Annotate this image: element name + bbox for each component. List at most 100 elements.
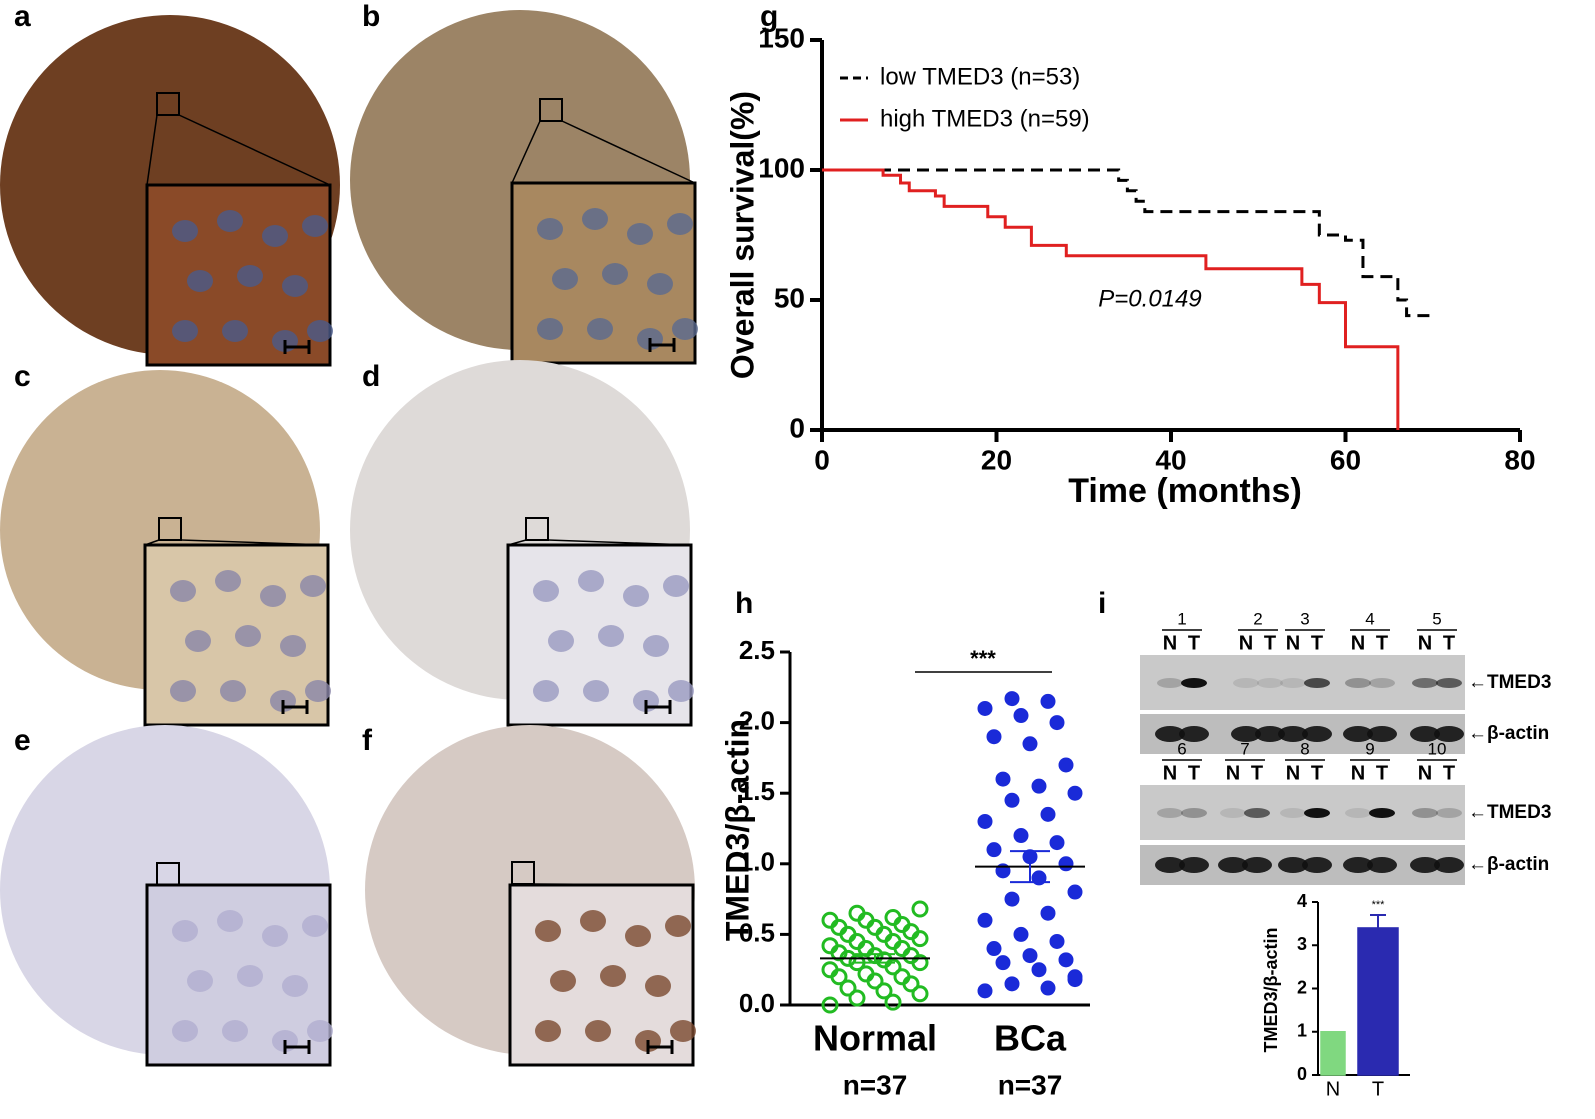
panel-label: i: [1098, 587, 1106, 620]
data-point: [911, 985, 929, 1003]
panel-label: e: [14, 724, 31, 757]
nucleus: [647, 273, 673, 295]
nucleus: [302, 915, 328, 937]
nucleus: [260, 585, 286, 607]
blot-strip: [1140, 785, 1465, 840]
nucleus: [535, 920, 561, 942]
nucleus: [550, 970, 576, 992]
x-tick-label: Normal: [813, 1018, 937, 1059]
lane-sub: N: [1163, 632, 1177, 654]
nucleus: [262, 225, 288, 247]
y-axis-label: Overall survival(%): [724, 91, 760, 379]
nucleus: [307, 1020, 333, 1042]
nucleus: [668, 680, 694, 702]
y-axis-label: TMED3/β-actin: [719, 719, 755, 941]
lane-sub: N: [1351, 762, 1365, 784]
y-tick-label: 1.5: [739, 776, 775, 806]
y-tick-label: 150: [758, 22, 805, 53]
band: [1157, 678, 1183, 688]
nucleus: [665, 915, 691, 937]
zoom-box: [156, 92, 180, 116]
data-point: [839, 979, 857, 997]
annotation: ***: [1372, 899, 1386, 911]
x-tick-label: N: [1326, 1078, 1340, 1100]
nucleus: [625, 925, 651, 947]
data-point: [821, 996, 839, 1014]
band: [1369, 808, 1395, 818]
nucleus: [552, 268, 578, 290]
lane-sub: N: [1226, 762, 1240, 784]
zoom-box: [525, 517, 549, 541]
zoom-connector: [511, 120, 541, 184]
lane-sub: T: [1443, 632, 1455, 654]
panel-label: h: [735, 587, 753, 620]
band: [1434, 726, 1464, 742]
band-label: ←β-actin: [1468, 723, 1549, 744]
band: [1367, 726, 1397, 742]
y-tick-label: 50: [774, 282, 805, 313]
sem-bar: [855, 953, 895, 964]
nucleus: [623, 585, 649, 607]
scale-bar: [644, 700, 672, 714]
band: [1304, 678, 1330, 688]
data-point: [821, 911, 839, 929]
x-tick-label: 60: [1330, 444, 1361, 475]
y-tick-label: 2.0: [739, 705, 775, 735]
nucleus: [172, 920, 198, 942]
band: [1436, 808, 1462, 818]
data-point: [911, 900, 929, 918]
lane-number: 6: [1177, 739, 1186, 758]
scale-bar: [283, 1040, 311, 1054]
nucleus: [215, 570, 241, 592]
annotation: ***: [970, 646, 996, 671]
category-note: n=37: [998, 1069, 1063, 1100]
scale-bar: [646, 1040, 674, 1054]
band: [1345, 678, 1371, 688]
nucleus: [172, 1020, 198, 1042]
lane-sub: T: [1376, 632, 1388, 654]
band: [1369, 678, 1395, 688]
band: [1302, 726, 1332, 742]
nucleus: [217, 910, 243, 932]
band: [1233, 678, 1259, 688]
nucleus: [300, 575, 326, 597]
zoom-connector: [178, 114, 331, 186]
nucleus: [282, 275, 308, 297]
data-point: [986, 941, 1002, 957]
nucleus: [222, 320, 248, 342]
lane-number: 8: [1300, 739, 1309, 758]
data-point: [1004, 976, 1020, 992]
data-point: [1067, 884, 1083, 900]
band: [1278, 857, 1308, 873]
scale-bar: [281, 700, 309, 714]
band: [1181, 808, 1207, 818]
nucleus: [533, 680, 559, 702]
band: [1181, 678, 1207, 688]
lane-sub: T: [1443, 762, 1455, 784]
y-tick-label: 100: [758, 152, 805, 183]
nucleus: [302, 215, 328, 237]
data-point: [1013, 708, 1029, 724]
data-point: [1049, 933, 1065, 949]
panel-label: c: [14, 360, 31, 393]
lane-number: 5: [1432, 609, 1441, 628]
nucleus: [262, 925, 288, 947]
band: [1410, 726, 1440, 742]
band: [1231, 726, 1261, 742]
nucleus: [672, 318, 698, 340]
lane-number: 10: [1428, 739, 1447, 758]
data-point: [893, 968, 911, 986]
data-point: [977, 983, 993, 999]
band: [1278, 726, 1308, 742]
data-point: [977, 813, 993, 829]
band: [1255, 726, 1285, 742]
band: [1155, 857, 1185, 873]
lane-sub: T: [1188, 762, 1200, 784]
lane-number: 2: [1253, 609, 1262, 628]
data-point: [986, 842, 1002, 858]
zoom-box: [539, 98, 563, 122]
nucleus: [170, 680, 196, 702]
nucleus: [172, 220, 198, 242]
nucleus: [602, 263, 628, 285]
